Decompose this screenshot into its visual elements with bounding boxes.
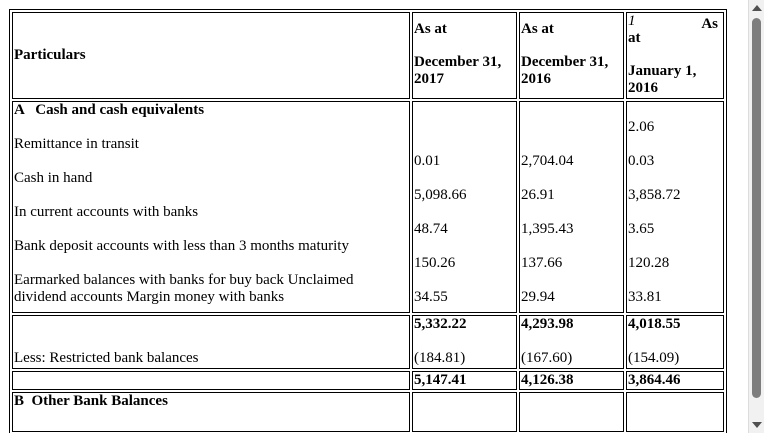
scrollbar-thumb[interactable] xyxy=(752,18,761,398)
particulars-header: Particulars xyxy=(12,12,410,99)
value-jan-2016: 33.81 xyxy=(628,289,662,305)
subtotal-row: Less: Restricted bank balances 5,332.22 … xyxy=(12,315,724,369)
col-header-2016: As at December 31, 2016 xyxy=(519,12,624,99)
value-jan-2016: 3,858.72 xyxy=(628,187,681,203)
section-b-particulars: B Other Bank Balances xyxy=(12,392,410,432)
section-a-values-2017: 0.01 5,098.66 48.74 150.26 34.55 xyxy=(412,101,517,313)
subtotal-jan-2016: 4,018.55 xyxy=(628,316,681,332)
item-remittance-in-transit: Remittance in transit xyxy=(14,136,139,152)
value-2016: 29.94 xyxy=(521,289,555,305)
value-jan-2016: 0.03 xyxy=(628,153,655,169)
subtotal-jan-2016-cell: 4,018.55 (154.09) xyxy=(626,315,724,369)
subtotal-particulars: Less: Restricted bank balances xyxy=(12,315,410,369)
arrow-down-icon xyxy=(752,422,762,428)
subtotal-2017: 5,332.22 xyxy=(414,316,467,332)
total-2016-cell: 4,126.38 xyxy=(519,371,624,390)
value-jan-2016: 3.65 xyxy=(628,221,655,237)
value-2016: 1,395.43 xyxy=(521,221,574,237)
total-row: 5,147.41 4,126.38 3,864.46 xyxy=(12,371,724,390)
item-cash-in-hand: Cash in hand xyxy=(14,170,93,186)
restricted-2017: (184.81) xyxy=(414,350,466,366)
document-viewport: Particulars As at December 31, 2017 As a… xyxy=(9,9,727,433)
col-jan-2016-date: January 1, xyxy=(628,63,697,79)
item-earmarked-balances: Earmarked balances with banks for buy ba… xyxy=(14,272,354,305)
col-2016-as-at: As at xyxy=(521,21,554,37)
value-2017: 0.01 xyxy=(414,153,441,169)
scroll-up-button[interactable] xyxy=(749,0,764,16)
col-2017-as-at: As at xyxy=(414,21,447,37)
section-a-values-jan-2016: 2.06 0.03 3,858.72 3.65 120.28 33.81 xyxy=(626,101,724,313)
section-b-title: B Other Bank Balances xyxy=(14,393,168,409)
value-2017: 150.26 xyxy=(414,255,456,271)
scroll-down-button[interactable] xyxy=(749,417,764,433)
col-header-2017: As at December 31, 2017 xyxy=(412,12,517,99)
value-jan-2016: 120.28 xyxy=(628,255,670,271)
col-2017-date: December 31, xyxy=(414,54,502,70)
section-b-row: B Other Bank Balances xyxy=(12,392,724,432)
col-2016-year: 2016 xyxy=(521,71,551,87)
col-jan-2016-at: at xyxy=(628,30,641,46)
value-2016: 137.66 xyxy=(521,255,563,271)
section-b-jan-2016-cell xyxy=(626,392,724,432)
total-jan-2016: 3,864.46 xyxy=(628,372,681,388)
particulars-header-label: Particulars xyxy=(14,47,86,63)
restricted-2016: (167.60) xyxy=(521,350,573,366)
cash-equivalents-table: Particulars As at December 31, 2017 As a… xyxy=(9,9,727,433)
value-2017: 5,098.66 xyxy=(414,187,467,203)
col-jan-2016-year: 2016 xyxy=(628,80,658,96)
subtotal-2016: 4,293.98 xyxy=(521,316,574,332)
col-header-jan-2016: 1 As at January 1, 2016 xyxy=(626,12,724,99)
header-row: Particulars As at December 31, 2017 As a… xyxy=(12,12,724,99)
value-jan-2016: 2.06 xyxy=(628,119,655,135)
total-particulars xyxy=(12,371,410,390)
col-jan-2016-as: As xyxy=(701,16,718,32)
value-2017: 34.55 xyxy=(414,289,448,305)
section-a-values-2016: 2,704.04 26.91 1,395.43 137.66 29.94 xyxy=(519,101,624,313)
section-a-particulars: A Cash and cash equivalents Remittance i… xyxy=(12,101,410,313)
total-2017: 5,147.41 xyxy=(414,372,467,388)
col-jan-2016-mark: 1 xyxy=(628,13,636,29)
total-2016: 4,126.38 xyxy=(521,372,574,388)
item-bank-deposit-accounts: Bank deposit accounts with less than 3 m… xyxy=(14,238,349,254)
col-2017-year: 2017 xyxy=(414,71,444,87)
restricted-jan-2016: (154.09) xyxy=(628,350,680,366)
total-jan-2016-cell: 3,864.46 xyxy=(626,371,724,390)
value-2016: 2,704.04 xyxy=(521,153,574,169)
value-2017: 48.74 xyxy=(414,221,448,237)
vertical-scrollbar[interactable] xyxy=(748,0,764,433)
arrow-up-icon xyxy=(752,5,762,11)
section-a-title: A Cash and cash equivalents xyxy=(14,102,205,118)
col-2016-date: December 31, xyxy=(521,54,609,70)
section-a-row: A Cash and cash equivalents Remittance i… xyxy=(12,101,724,313)
subtotal-2017-cell: 5,332.22 (184.81) xyxy=(412,315,517,369)
item-current-accounts: In current accounts with banks xyxy=(14,204,199,220)
total-2017-cell: 5,147.41 xyxy=(412,371,517,390)
section-b-2017-cell xyxy=(412,392,517,432)
restricted-label: Less: Restricted bank balances xyxy=(14,350,199,366)
value-2016: 26.91 xyxy=(521,187,555,203)
section-b-2016-cell xyxy=(519,392,624,432)
subtotal-2016-cell: 4,293.98 (167.60) xyxy=(519,315,624,369)
